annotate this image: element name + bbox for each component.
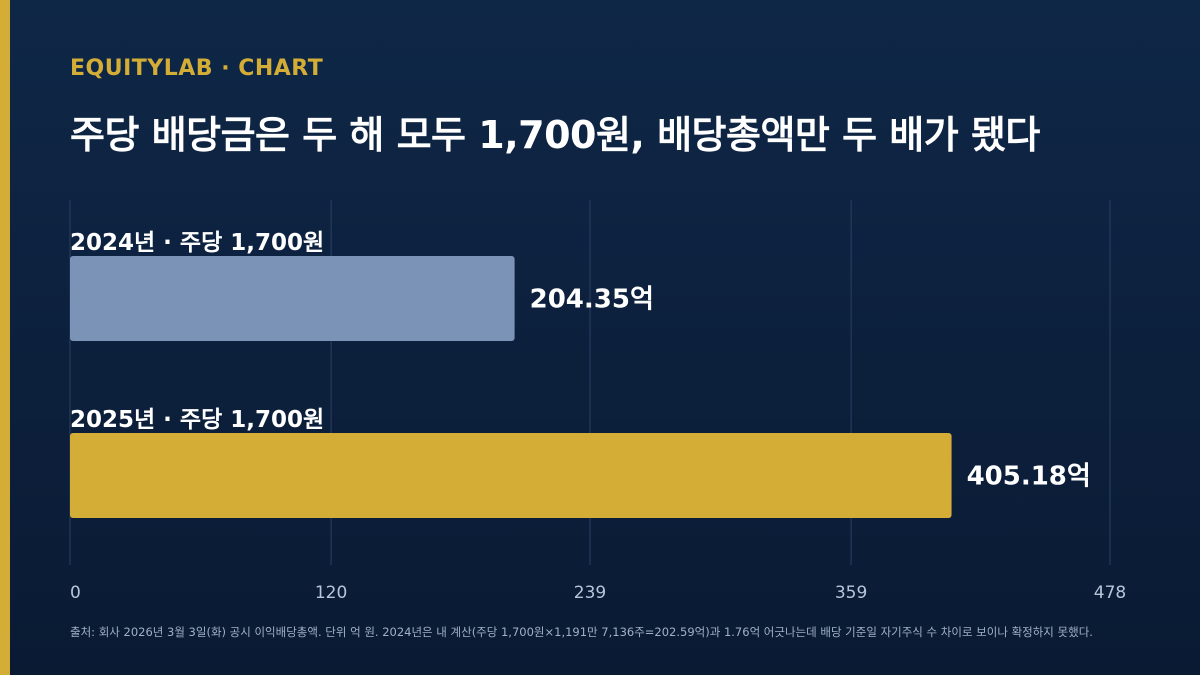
bar (70, 433, 952, 518)
x-tick-label: 359 (835, 583, 867, 603)
category-label: 2025년 · 주당 1,700원 (70, 407, 324, 433)
source-note: 출처: 회사 2026년 3월 3일(화) 공시 이익배당총액. 단위 억 원.… (70, 625, 1093, 639)
data-label: 405.18억 (967, 462, 1091, 492)
x-tick-label: 478 (1094, 583, 1126, 603)
x-tick-label: 0 (70, 583, 81, 603)
chart-title: 주당 배당금은 두 해 모두 1,700원, 배당총액만 두 배가 됐다 (70, 113, 1040, 157)
category-label: 2024년 · 주당 1,700원 (70, 230, 324, 256)
x-tick-label: 120 (315, 583, 347, 603)
bar (70, 256, 515, 341)
data-label: 204.35억 (530, 285, 654, 315)
x-tick-label: 239 (574, 583, 606, 603)
accent-bar (0, 0, 10, 675)
brand-label: EQUITYLAB · CHART (70, 56, 324, 81)
